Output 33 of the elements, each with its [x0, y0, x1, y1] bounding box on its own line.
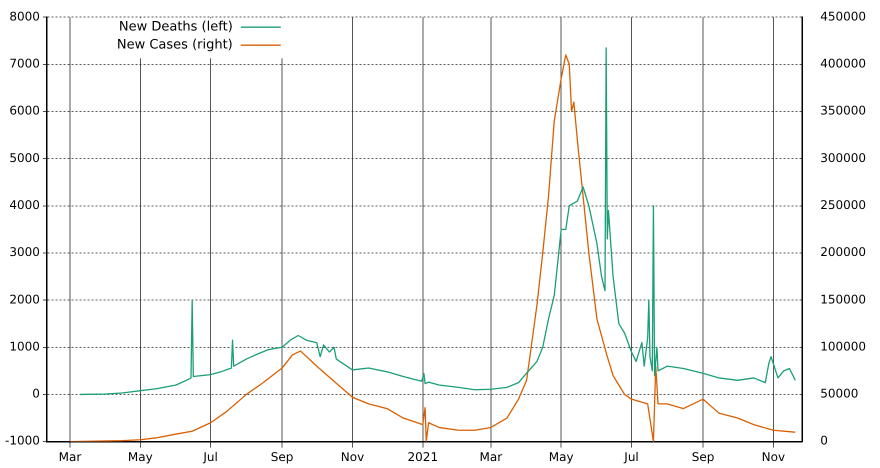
x-tick-label: Nov [340, 450, 364, 464]
x-tick-label: Sep [692, 450, 714, 464]
y-tick-label: 5000 [9, 150, 40, 165]
y-tick-label: 6000 [9, 104, 40, 118]
y2-tick-label: 300000 [820, 150, 866, 165]
y-tick-label: 8000 [9, 9, 40, 24]
y2-tick-label: 100000 [820, 339, 866, 354]
y2-tick-label: 250000 [820, 198, 866, 212]
y2-tick-label: 150000 [820, 292, 866, 306]
x-tick-label: Sep [270, 450, 294, 464]
y2-tick-label: 400000 [820, 56, 866, 70]
y-tick-label: -1000 [4, 434, 40, 448]
x-tick-label: Mar [58, 450, 82, 464]
legend-label: New Cases (right) [116, 38, 233, 53]
y-tick-label: 2000 [9, 292, 40, 306]
x-tick-label: Nov [762, 450, 786, 464]
y-tick-label: 1000 [9, 339, 40, 354]
y-tick-label: 3000 [9, 245, 40, 260]
y2-tick-label: 350000 [820, 104, 866, 118]
y2-tick-label: 0 [820, 434, 828, 448]
x-tick-label: 2021 [408, 450, 438, 464]
y-tick-label: 0 [32, 386, 40, 401]
y-tick-label: 7000 [9, 56, 40, 70]
x-tick-label: Mar [480, 450, 502, 464]
x-tick-label: May [548, 450, 574, 464]
x-tick-label: Jul [623, 450, 639, 464]
y-tick-label: 4000 [9, 198, 40, 212]
y2-tick-label: 50000 [820, 386, 858, 401]
x-tick-label: May [128, 450, 153, 464]
x-tick-label: Jul [202, 450, 218, 464]
y2-tick-label: 450000 [820, 9, 866, 24]
y2-tick-label: 200000 [820, 245, 866, 260]
legend-label: New Deaths (left) [118, 20, 233, 35]
